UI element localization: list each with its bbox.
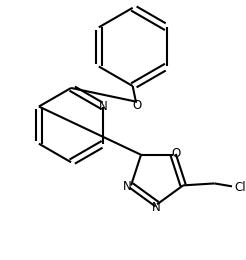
- Text: O: O: [132, 99, 141, 112]
- Text: N: N: [123, 180, 132, 193]
- Text: N: N: [152, 201, 160, 214]
- Text: O: O: [171, 147, 180, 160]
- Text: N: N: [99, 100, 108, 113]
- Text: Cl: Cl: [234, 181, 246, 194]
